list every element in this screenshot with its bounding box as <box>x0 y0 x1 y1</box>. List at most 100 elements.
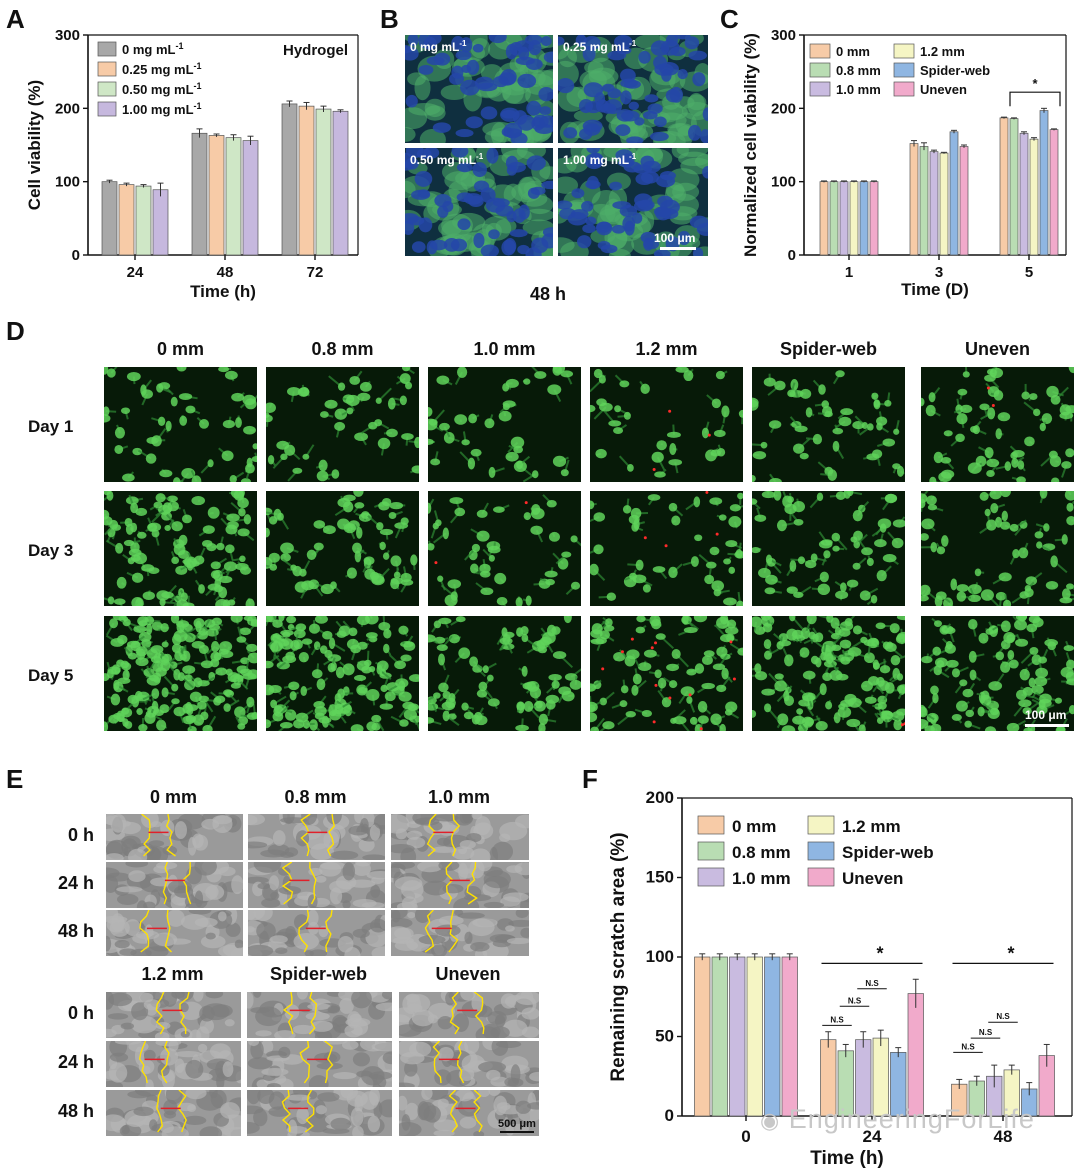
texture <box>167 880 192 894</box>
live-cell <box>896 465 905 477</box>
live-cell <box>266 414 273 423</box>
texture <box>253 910 273 922</box>
live-cell <box>1015 616 1028 621</box>
texture <box>309 949 328 956</box>
scratch-edge <box>448 1090 458 1133</box>
texture <box>371 946 385 956</box>
live-cell <box>1024 436 1035 447</box>
live-cell <box>160 659 171 672</box>
bar <box>332 110 349 256</box>
legend-label: 0.25 mg mL-1 <box>122 61 202 77</box>
live-cell <box>357 686 368 694</box>
live-cell <box>980 694 992 706</box>
significance-star: * <box>1007 943 1014 963</box>
texture <box>460 992 477 1001</box>
live-cell <box>765 574 778 585</box>
live-cell <box>376 665 383 675</box>
bar <box>1039 110 1049 256</box>
live-cell <box>151 435 162 447</box>
live-dead-image <box>428 491 581 606</box>
live-cell <box>394 660 406 670</box>
live-cell <box>838 628 851 637</box>
chart-c: 0 100 200 300 Normalized cell viability (%) T… <box>741 27 1067 299</box>
live-cell <box>603 625 615 632</box>
live-cell <box>285 651 296 661</box>
live-cell <box>654 471 666 478</box>
cell-nucleus <box>443 237 460 252</box>
texture <box>438 1047 454 1062</box>
live-cell <box>499 637 513 645</box>
live-cell <box>882 438 896 447</box>
live-cell <box>1006 722 1020 731</box>
texture <box>365 927 385 948</box>
live-cell <box>225 524 238 535</box>
live-cell <box>835 491 846 500</box>
live-cell <box>551 680 560 689</box>
live-cell <box>346 407 354 415</box>
live-cell <box>1004 461 1012 472</box>
live-cell <box>309 719 318 731</box>
live-cell <box>787 389 796 398</box>
texture <box>114 939 130 949</box>
texture <box>148 840 165 847</box>
live-cell <box>498 410 512 422</box>
texture <box>286 1094 311 1101</box>
texture <box>505 1125 515 1136</box>
texture <box>308 867 323 876</box>
cell-nucleus <box>517 73 537 89</box>
live-cell <box>1054 697 1063 704</box>
scale-bar-label: 100 μm <box>1025 708 1067 722</box>
live-cell <box>819 683 827 696</box>
live-cell <box>292 467 303 474</box>
actin-fiber <box>489 184 517 202</box>
cell-nucleus <box>405 46 419 61</box>
texture <box>369 918 385 933</box>
live-cell <box>552 367 566 374</box>
live-cell <box>995 428 1003 440</box>
live-cell <box>319 645 328 654</box>
live-cell <box>151 529 160 538</box>
texture <box>277 866 291 876</box>
bar <box>829 181 839 256</box>
scratch-image <box>247 909 386 957</box>
legend-swatch <box>893 81 915 97</box>
dead-cell <box>732 677 736 681</box>
texture <box>521 1007 539 1020</box>
live-cell <box>974 568 982 577</box>
live-cell <box>523 512 532 521</box>
live-cell <box>895 634 905 644</box>
live-cell <box>985 628 994 635</box>
live-cell <box>668 502 678 512</box>
live-cell <box>760 441 768 449</box>
cell-nucleus <box>696 222 708 236</box>
live-cell <box>715 370 725 380</box>
bar <box>242 140 259 256</box>
live-cell <box>213 652 222 661</box>
live-cell <box>532 640 546 652</box>
live-dead-image <box>266 367 419 482</box>
live-cell <box>998 572 1012 582</box>
live-cell <box>400 654 412 662</box>
live-cell <box>840 656 851 665</box>
bar <box>959 146 969 256</box>
texture <box>391 918 413 929</box>
cell-nucleus <box>510 132 528 143</box>
cell-nucleus <box>597 241 611 250</box>
live-cell <box>711 398 722 409</box>
texture <box>348 879 376 888</box>
live-cell <box>1046 385 1059 398</box>
live-cell <box>428 717 435 724</box>
live-cell <box>702 655 713 666</box>
live-cell <box>114 427 126 439</box>
live-cell <box>400 579 414 586</box>
texture <box>194 917 218 928</box>
scratch-edge <box>325 910 333 953</box>
column-header: Spider-web <box>269 964 367 984</box>
live-cell <box>131 572 144 583</box>
live-cell <box>561 690 575 702</box>
live-cell <box>928 392 936 403</box>
live-cell <box>921 518 935 530</box>
live-cell <box>760 616 772 621</box>
live-cell <box>202 724 213 731</box>
live-cell <box>808 631 816 640</box>
